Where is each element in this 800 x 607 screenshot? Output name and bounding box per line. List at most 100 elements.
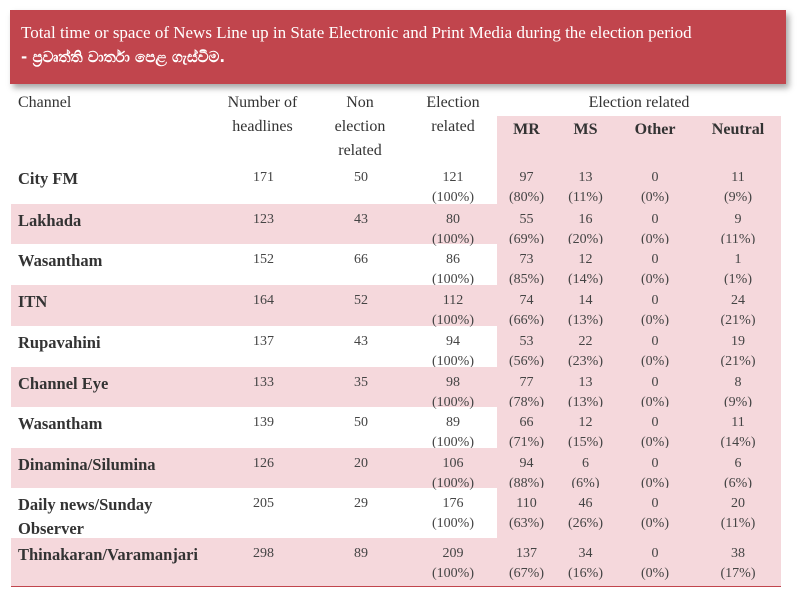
cell-ms: 46 [578, 496, 593, 511]
cell-other: 0 [651, 170, 659, 185]
row-shading [497, 488, 781, 538]
cell-mr: 74 [519, 293, 534, 308]
table-row: Dinamina/Silumina 126 20 106 (100%) 94 (88%) 6 (… [11, 448, 781, 491]
cell-elec-pct: (100%) [432, 435, 474, 450]
table-row: Daily news/Sunday Observer 205 29 176 (100%)… [11, 488, 781, 538]
cell-neutral-pct: (14%) [720, 435, 756, 450]
channel-name: Lakhada [18, 211, 82, 230]
cell-non: 35 [354, 375, 368, 390]
header-mr: MR [497, 116, 556, 162]
cell-non: 89 [354, 546, 368, 561]
cell-other: 0 [651, 293, 659, 308]
cell-elec-pct: (100%) [432, 313, 474, 328]
cell-neutral: 19 [731, 334, 745, 349]
row-shading [497, 407, 781, 448]
cell-ms: 12 [578, 252, 593, 267]
table-subtitle-sinhala: - ප්‍රවෘත්ති වාර්තා පෙළ ගැස්වීම. [21, 48, 226, 66]
cell-neutral: 9 [734, 212, 742, 227]
cell-neutral-pct: (9%) [724, 190, 752, 205]
cell-mr: 94 [519, 456, 534, 471]
cell-neutral-pct: (21%) [720, 354, 756, 369]
channel-name: ITN [18, 292, 48, 311]
channel-name: Thinakaran/Varamanjari [18, 545, 199, 564]
cell-ms: 6 [582, 456, 589, 471]
cell-neutral-pct: (11%) [720, 516, 756, 531]
row-shading [497, 326, 781, 367]
header-election-related-group: Election related [588, 94, 690, 111]
cell-mr: 73 [519, 252, 534, 267]
cell-non: 50 [354, 415, 368, 430]
cell-neutral-pct: (9%) [724, 395, 752, 410]
cell-other-pct: (0%) [641, 232, 669, 247]
header-non-election: Non election related [334, 94, 386, 159]
cell-mr-pct: (85%) [509, 272, 544, 287]
cell-headlines: 133 [253, 375, 274, 390]
cell-neutral: 11 [731, 170, 745, 185]
cell-non: 50 [354, 170, 368, 185]
cell-mr: 110 [516, 496, 537, 511]
cell-other: 0 [651, 456, 659, 471]
cell-elec-pct: (100%) [432, 566, 474, 581]
table-row: Wasantham 139 50 89 (100%) 66 (71%) 12 (15%) 0 (0%… [11, 407, 781, 450]
cell-other-pct: (0%) [641, 190, 669, 205]
cell-elec: 80 [446, 212, 460, 227]
cell-ms-pct: (26%) [568, 516, 603, 531]
row-shading [497, 162, 781, 204]
cell-non: 43 [354, 212, 368, 227]
cell-mr: 137 [516, 546, 537, 561]
row-shading [11, 367, 781, 407]
cell-elec-pct: (100%) [432, 190, 474, 205]
cell-neutral: 1 [734, 252, 742, 267]
table-row: Rupavahini 137 43 94 (100%) 53 (56%) 22 (23%) 0 (0… [11, 326, 781, 369]
cell-other-pct: (0%) [641, 435, 669, 450]
cell-neutral: 20 [731, 496, 745, 511]
cell-neutral-pct: (17%) [720, 566, 756, 581]
header-channel: Channel [18, 94, 72, 111]
cell-mr: 66 [519, 415, 534, 430]
cell-mr-pct: (88%) [509, 476, 544, 491]
cell-other: 0 [651, 415, 659, 430]
cell-non: 66 [354, 252, 368, 267]
cell-mr-pct: (78%) [509, 395, 544, 410]
table-title: Total time or space of News Line up in S… [21, 23, 692, 42]
header-ms: MS [556, 116, 615, 162]
cell-other-pct: (0%) [641, 313, 669, 328]
header-headlines: Number of headlines [227, 94, 298, 135]
cell-other-pct: (0%) [641, 354, 669, 369]
cell-mr-pct: (67%) [509, 566, 544, 581]
cell-headlines: 123 [253, 212, 274, 227]
cell-elec: 209 [442, 546, 464, 561]
cell-other-pct: (0%) [641, 476, 669, 491]
cell-other: 0 [651, 546, 659, 561]
cell-neutral: 24 [731, 293, 745, 308]
cell-ms: 34 [578, 546, 593, 561]
cell-non: 43 [354, 334, 368, 349]
cell-other-pct: (0%) [641, 566, 669, 581]
cell-mr-pct: (80%) [509, 190, 544, 205]
cell-elec-pct: (100%) [432, 232, 474, 247]
cell-neutral: 11 [731, 415, 745, 430]
cell-non: 20 [354, 456, 368, 471]
cell-ms: 13 [578, 170, 593, 185]
cell-mr: 55 [519, 212, 534, 227]
row-shading [11, 285, 781, 326]
cell-mr: 97 [519, 170, 534, 185]
cell-ms: 12 [578, 415, 593, 430]
cell-headlines: 137 [253, 334, 274, 349]
table-row: Wasantham 152 66 86 (100%) 73 (85%) 12 (14%) 0 (0%… [11, 244, 781, 287]
channel-name: Dinamina/Silumina [18, 455, 156, 474]
cell-mr: 53 [519, 334, 534, 349]
header-other: Other [615, 116, 695, 162]
table-row: City FM 171 50 121 (100%) 97 (80%) 13 (11%) 0 (0%)… [11, 162, 781, 205]
cell-elec-pct: (100%) [432, 516, 474, 531]
cell-elec: 89 [446, 415, 460, 430]
channel-name: Channel Eye [18, 374, 109, 393]
cell-other: 0 [651, 212, 659, 227]
cell-neutral: 6 [734, 456, 742, 471]
cell-elec-pct: (100%) [432, 476, 474, 491]
row-shading [11, 448, 781, 488]
cell-elec: 86 [446, 252, 460, 267]
cell-other-pct: (0%) [641, 395, 669, 410]
cell-headlines: 205 [253, 496, 274, 511]
row-shading [11, 538, 781, 586]
